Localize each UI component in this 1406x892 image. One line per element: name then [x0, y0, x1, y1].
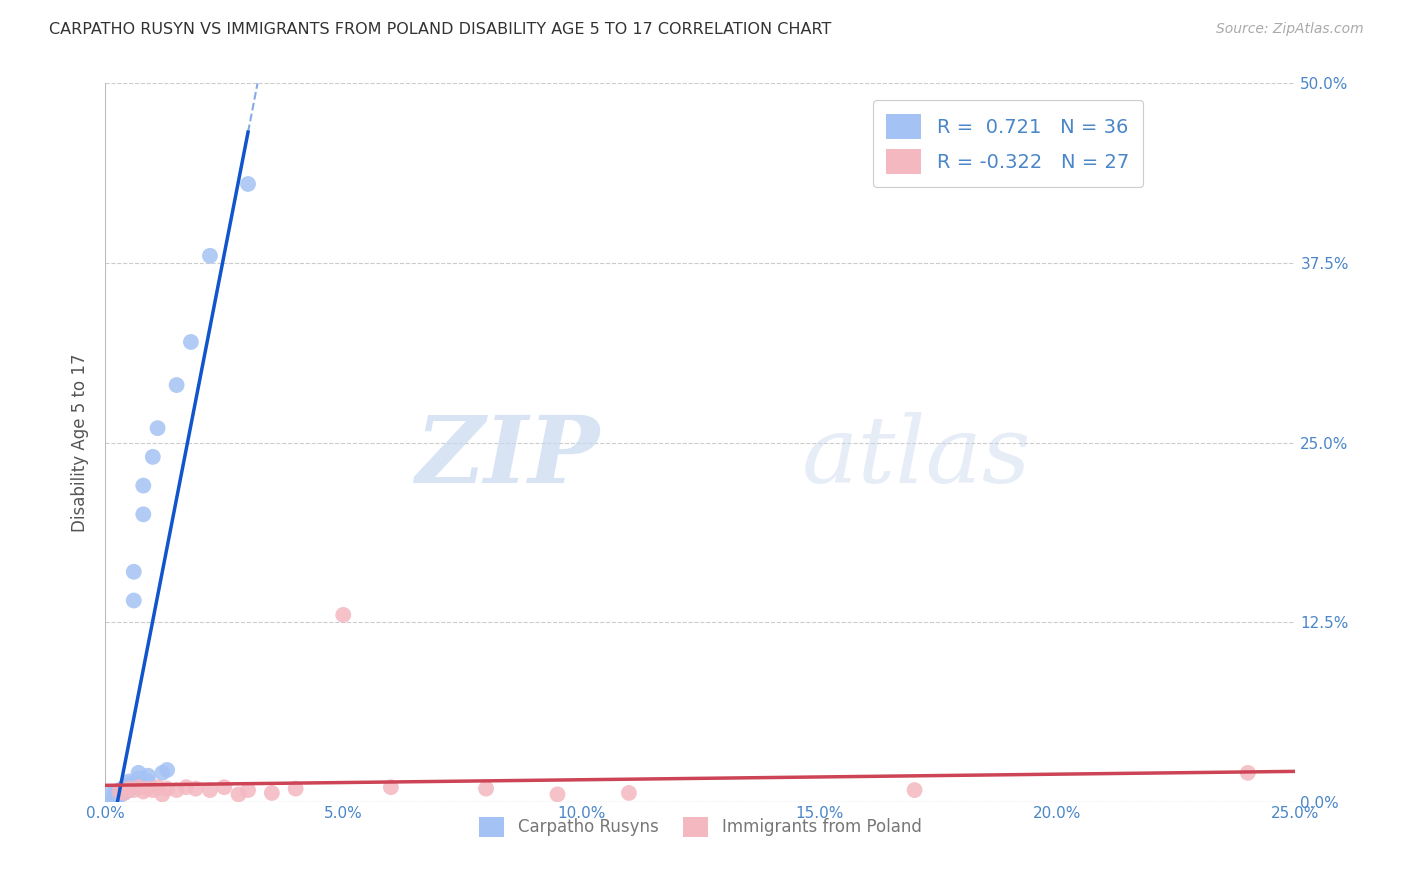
Point — [146, 780, 169, 795]
Point — [132, 508, 155, 522]
Point — [132, 478, 155, 492]
Point — [104, 791, 127, 805]
Point — [142, 450, 165, 464]
Point — [118, 780, 141, 795]
Point — [104, 790, 127, 805]
Point — [128, 772, 150, 786]
Point — [108, 788, 131, 802]
Point — [236, 177, 259, 191]
Point — [128, 765, 150, 780]
Point — [198, 249, 221, 263]
Point — [118, 774, 141, 789]
Y-axis label: Disability Age 5 to 17: Disability Age 5 to 17 — [72, 353, 89, 532]
Point — [166, 783, 188, 797]
Text: CARPATHO RUSYN VS IMMIGRANTS FROM POLAND DISABILITY AGE 5 TO 17 CORRELATION CHAR: CARPATHO RUSYN VS IMMIGRANTS FROM POLAND… — [49, 22, 831, 37]
Point — [260, 786, 283, 800]
Text: atlas: atlas — [801, 412, 1031, 502]
Point — [380, 780, 402, 795]
Point — [108, 784, 131, 798]
Point — [118, 783, 141, 797]
Point — [132, 784, 155, 798]
Point — [236, 783, 259, 797]
Point — [150, 765, 173, 780]
Point — [108, 789, 131, 803]
Point — [166, 378, 188, 392]
Point — [108, 784, 131, 798]
Point — [1237, 765, 1260, 780]
Point — [903, 783, 925, 797]
Point — [112, 784, 135, 798]
Point — [136, 781, 159, 796]
Point — [156, 763, 179, 777]
Text: ZIP: ZIP — [415, 412, 599, 502]
Point — [98, 788, 121, 802]
Point — [122, 565, 145, 579]
Point — [112, 786, 135, 800]
Point — [108, 788, 131, 802]
Point — [136, 769, 159, 783]
Legend: Carpatho Rusyns, Immigrants from Poland: Carpatho Rusyns, Immigrants from Poland — [472, 810, 928, 844]
Point — [174, 780, 197, 795]
Point — [332, 607, 354, 622]
Point — [98, 795, 121, 809]
Point — [122, 780, 145, 795]
Point — [547, 788, 569, 802]
Point — [136, 774, 159, 789]
Point — [198, 783, 221, 797]
Point — [212, 780, 235, 795]
Point — [184, 781, 207, 796]
Text: Source: ZipAtlas.com: Source: ZipAtlas.com — [1216, 22, 1364, 37]
Point — [180, 334, 202, 349]
Point — [128, 777, 150, 791]
Point — [112, 783, 135, 797]
Point — [108, 783, 131, 797]
Point — [128, 780, 150, 795]
Point — [150, 788, 173, 802]
Point — [146, 421, 169, 435]
Point — [122, 783, 145, 797]
Point — [118, 777, 141, 791]
Point — [112, 786, 135, 800]
Point — [228, 788, 250, 802]
Point — [118, 781, 141, 796]
Point — [142, 783, 165, 797]
Point — [475, 781, 498, 796]
Point — [156, 781, 179, 796]
Point — [112, 780, 135, 795]
Point — [104, 786, 127, 800]
Point — [284, 781, 307, 796]
Point — [617, 786, 640, 800]
Point — [122, 593, 145, 607]
